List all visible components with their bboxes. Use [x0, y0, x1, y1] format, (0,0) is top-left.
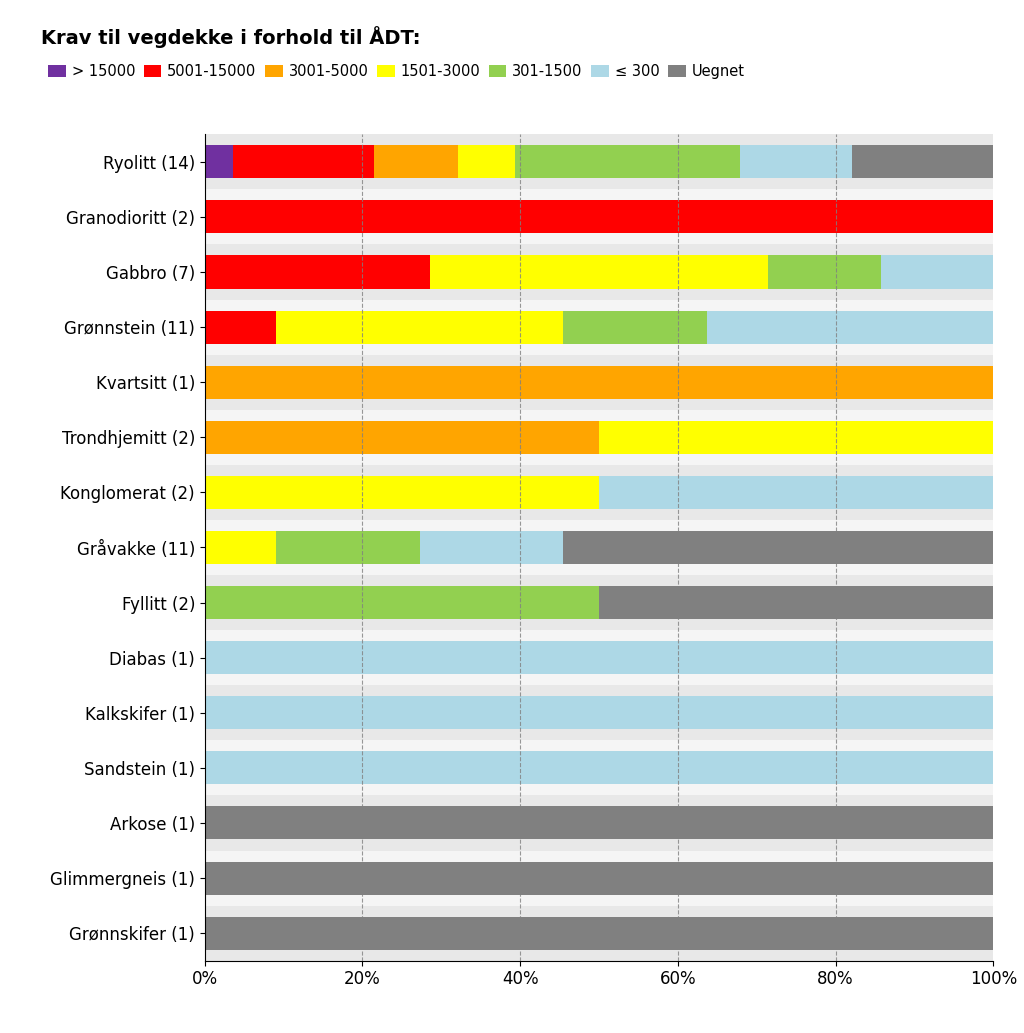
Bar [205, 520, 993, 575]
Bar [205, 245, 993, 300]
Bar [205, 531, 276, 564]
Bar [205, 465, 993, 520]
Bar [205, 420, 599, 453]
Bar [205, 410, 993, 465]
Bar [205, 685, 993, 741]
Bar [707, 311, 993, 344]
Bar [374, 146, 458, 179]
Bar [420, 531, 563, 564]
Bar [205, 134, 993, 189]
Bar [205, 200, 993, 233]
Bar [205, 906, 993, 961]
Bar [205, 575, 993, 630]
Bar [205, 741, 993, 795]
Bar [205, 916, 993, 949]
Bar [205, 586, 599, 619]
Bar [205, 300, 993, 354]
Bar [205, 189, 993, 245]
Bar [599, 476, 993, 509]
Bar [205, 366, 993, 399]
Bar [205, 255, 430, 288]
Bar [205, 146, 232, 179]
Text: Krav til vegdekke i forhold til ÅDT:: Krav til vegdekke i forhold til ÅDT: [41, 26, 421, 48]
Bar [599, 586, 993, 619]
Bar [852, 146, 993, 179]
Bar [768, 255, 881, 288]
Bar [458, 146, 514, 179]
Legend: > 15000, 5001-15000, 3001-5000, 1501-3000, 301-1500, ≤ 300, Uegnet: > 15000, 5001-15000, 3001-5000, 1501-300… [48, 64, 744, 80]
Bar [881, 255, 993, 288]
Bar [232, 146, 374, 179]
Bar [599, 420, 993, 453]
Bar [563, 311, 707, 344]
Bar [205, 696, 993, 729]
Bar [430, 255, 768, 288]
Bar [205, 476, 599, 509]
Bar [514, 146, 739, 179]
Bar [205, 807, 993, 840]
Bar [739, 146, 852, 179]
Bar [205, 795, 993, 850]
Bar [276, 311, 563, 344]
Bar [205, 862, 993, 895]
Bar [205, 311, 276, 344]
Bar [205, 641, 993, 675]
Bar [205, 630, 993, 685]
Bar [563, 531, 993, 564]
Bar [205, 354, 993, 410]
Bar [276, 531, 420, 564]
Bar [205, 751, 993, 784]
Bar [205, 850, 993, 906]
